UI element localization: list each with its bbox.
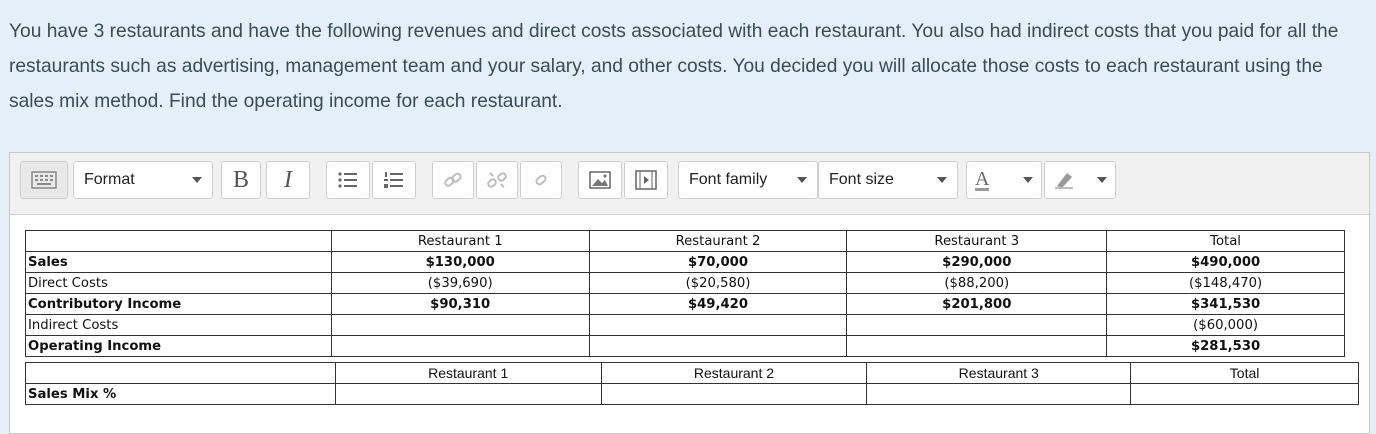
table-row: Sales Mix %	[25, 383, 1359, 405]
highlighter-icon	[1055, 173, 1073, 189]
table-cell: $70,000	[588, 251, 848, 273]
table-cell: ($20,580)	[588, 272, 848, 294]
table-header-cell	[25, 230, 332, 252]
table-cell: ($148,470)	[1106, 272, 1345, 294]
bullet-list-button[interactable]	[326, 161, 370, 199]
row-label: Operating Income	[25, 335, 332, 357]
table-cell: $49,420	[588, 293, 848, 315]
chevron-down-icon	[1023, 177, 1033, 183]
row-label: Sales Mix %	[25, 383, 336, 405]
chevron-down-icon	[797, 177, 807, 183]
table-cell[interactable]	[600, 383, 868, 405]
text-color-button[interactable]: A	[966, 161, 1042, 199]
table-cell[interactable]	[330, 335, 590, 357]
bullet-list-icon	[338, 172, 357, 188]
unlink-button[interactable]	[476, 161, 518, 199]
anchor-button[interactable]	[520, 161, 562, 199]
font-family-label: Font family	[689, 171, 768, 188]
row-label: Sales	[25, 251, 332, 273]
table-cell: $290,000	[846, 251, 1108, 273]
background-color-button[interactable]	[1044, 161, 1116, 199]
table-row: Indirect Costs ($60,000)	[25, 314, 1345, 336]
table-header-cell: Restaurant 1	[330, 230, 590, 252]
link-button[interactable]	[432, 161, 474, 199]
table-header-cell: Restaurant 3	[846, 230, 1108, 252]
numbered-list-icon	[384, 172, 403, 188]
table-cell[interactable]	[334, 383, 602, 405]
image-icon	[589, 171, 611, 189]
chevron-down-icon	[1097, 177, 1107, 183]
row-label: Direct Costs	[25, 272, 332, 294]
table-cell: $281,530	[1106, 335, 1345, 357]
table-header-cell	[25, 362, 336, 384]
table-header-row: Restaurant 1 Restaurant 2 Restaurant 3 T…	[25, 362, 1359, 384]
table-row: Contributory Income $90,310 $49,420 $201…	[25, 293, 1345, 315]
italic-label: I	[284, 166, 292, 193]
table-cell: ($60,000)	[1106, 314, 1345, 336]
insert-media-button[interactable]	[624, 161, 668, 199]
bold-label: B	[232, 166, 249, 193]
table-cell[interactable]	[1130, 383, 1359, 405]
table-row: Sales $130,000 $70,000 $290,000 $490,000	[25, 251, 1345, 273]
keyboard-icon	[31, 171, 57, 189]
table-cell[interactable]	[846, 314, 1108, 336]
media-icon	[635, 170, 657, 190]
text-color-icon: A	[975, 167, 990, 191]
table-cell: $490,000	[1106, 251, 1345, 273]
table-row: Direct Costs ($39,690) ($20,580) ($88,20…	[25, 272, 1345, 294]
table-cell[interactable]	[588, 314, 848, 336]
table-cell: $130,000	[330, 251, 590, 273]
link-icon	[444, 172, 462, 187]
financial-table: Restaurant 1 Restaurant 2 Restaurant 3 T…	[25, 230, 1345, 357]
rich-text-editor[interactable]: Format B I	[9, 152, 1370, 434]
editor-toolbar: Format B I	[10, 153, 1369, 215]
row-label: Indirect Costs	[25, 314, 332, 336]
italic-button[interactable]: I	[266, 161, 310, 199]
table-cell[interactable]	[588, 335, 848, 357]
font-size-label: Font size	[829, 171, 894, 188]
unlink-icon	[487, 172, 507, 188]
table-header-cell: Restaurant 2	[588, 230, 848, 252]
insert-image-button[interactable]	[578, 161, 622, 199]
table-header-cell: Total	[1130, 362, 1359, 384]
font-family-dropdown[interactable]: Font family	[678, 161, 818, 199]
table-cell: $341,530	[1106, 293, 1345, 315]
table-cell[interactable]	[330, 314, 590, 336]
table-cell: ($39,690)	[330, 272, 590, 294]
table-header-cell: Total	[1106, 230, 1345, 252]
table-cell[interactable]	[846, 335, 1108, 357]
link-icon	[535, 174, 547, 186]
table-header-row: Restaurant 1 Restaurant 2 Restaurant 3 T…	[25, 230, 1345, 252]
font-size-dropdown[interactable]: Font size	[818, 161, 958, 199]
bold-button[interactable]: B	[221, 161, 261, 199]
question-text: You have 3 restaurants and have the foll…	[9, 21, 1339, 112]
sales-mix-table: Restaurant 1 Restaurant 2 Restaurant 3 T…	[25, 362, 1359, 405]
format-label: Format	[84, 171, 135, 188]
format-dropdown[interactable]: Format	[73, 161, 213, 199]
row-label: Contributory Income	[25, 293, 332, 315]
table-row: Operating Income $281,530	[25, 335, 1345, 357]
table-header-cell: Restaurant 1	[334, 362, 602, 384]
table-cell: $201,800	[846, 293, 1108, 315]
table-cell[interactable]	[866, 383, 1132, 405]
numbered-list-button[interactable]	[372, 161, 416, 199]
table-header-cell: Restaurant 2	[600, 362, 868, 384]
chevron-down-icon	[192, 177, 202, 183]
table-header-cell: Restaurant 3	[866, 362, 1132, 384]
table-cell: $90,310	[330, 293, 590, 315]
chevron-down-icon	[937, 177, 947, 183]
editor-content[interactable]: Restaurant 1 Restaurant 2 Restaurant 3 T…	[10, 215, 1369, 433]
table-cell: ($88,200)	[846, 272, 1108, 294]
toolbar-toggle-button[interactable]	[20, 161, 68, 199]
